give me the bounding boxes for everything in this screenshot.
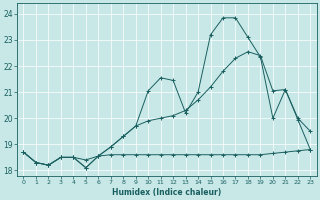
X-axis label: Humidex (Indice chaleur): Humidex (Indice chaleur) xyxy=(112,188,221,197)
